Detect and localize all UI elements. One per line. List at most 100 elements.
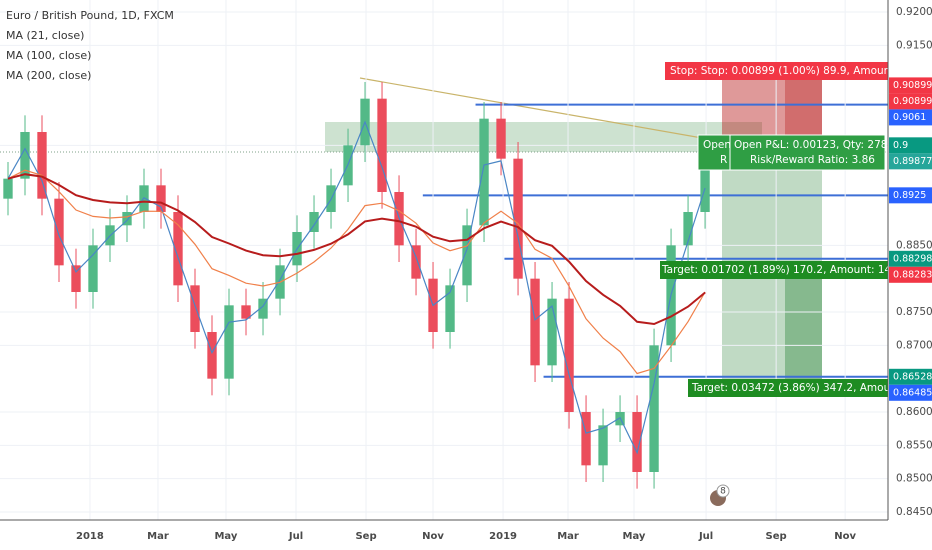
pnl-label: Open P&L: 0.00123, Qty: 27808 [734,139,901,151]
price-tag-label: 0.90899 [893,80,932,91]
price-tag [889,187,932,204]
price-tag-label: 0.88283 [893,269,932,280]
candle-body [88,245,98,292]
candle-body [377,98,387,192]
candle-body [547,298,557,366]
hidden-box [697,134,733,171]
candle-body [649,345,659,472]
x-tick-label: May [623,531,646,542]
candle-body [530,278,540,366]
legend-entry: MA (100, close) [6,49,91,62]
x-tick-label: May [214,531,237,542]
legend: Euro / British Pound, 1D, FXCM MA (21, c… [6,9,174,82]
price-tag-label: 0.9061 [893,112,926,123]
candle-body [462,225,472,286]
target2-box [688,379,888,397]
legend-entry: MA (200, close) [6,69,91,82]
x-tick-label: Mar [557,531,579,542]
overlay: Stop: Stop: 0.00899 (1.00%) 89.9, Amount… [660,62,921,506]
candle-body [683,212,693,246]
price-tag-label: 0.86528 [893,371,932,382]
candle-body [241,305,251,319]
price-tag [889,93,932,110]
candle-body [411,245,421,279]
moving-average [7,120,706,455]
supply-zone [325,122,762,152]
stop-label: Stop: Stop: 0.00899 (1.00%) 89.9, Amount… [670,65,915,77]
price-tag-label: 0.9 [893,140,908,151]
candle-body [564,298,574,412]
candle-body [598,425,608,466]
candle-body [632,412,642,472]
stop-label-box [665,62,888,80]
candle-body [156,185,166,212]
hidden-open: Open [703,139,731,151]
candle-body [700,158,710,212]
candle-body [20,132,30,179]
x-tick-label: Sep [766,531,787,542]
hidden-r: R [720,154,727,166]
x-tick-label: Sep [355,531,376,542]
badge-label: 8 [720,487,726,497]
target2-label: Target: 0.03472 (3.86%) 347.2, Amount: 1 [691,382,915,394]
candle-body [122,212,132,226]
price-tag-label: 0.89877 [893,156,932,167]
pnl-box [729,134,886,171]
price-tag [889,77,932,94]
badge [716,484,730,498]
x-tick-label: Jul [698,531,713,542]
candle-body [173,212,183,286]
stop-zone-inner [785,80,822,145]
trend-line [359,77,703,139]
target-zone-inner [785,265,822,380]
price-tag [889,266,932,283]
x-tick-label: Nov [422,531,444,542]
candle-body [207,332,217,379]
grid [0,0,888,520]
candle-body [224,305,234,379]
candle-body [445,285,455,332]
legend-entry: MA (21, close) [6,29,84,42]
candle-body [190,285,200,332]
ratio-label: Risk/Reward Ratio: 3.86 [750,154,875,166]
x-tick-label: Mar [147,531,169,542]
candle-body [513,158,523,279]
price-tag [889,384,932,401]
price-tag-label: 0.90899 [893,96,932,107]
price-tag [889,137,932,154]
target1-box [660,261,888,279]
candle-body [258,298,268,319]
price-tag [889,368,932,385]
candle-body [496,118,506,159]
axes: 0.920000.915000.900000.885000.875000.870… [76,6,932,542]
price-tag [889,109,932,126]
y-tick-label: 0.84500 [896,506,932,518]
chart-title: Euro / British Pound, 1D, FXCM [6,9,174,22]
price-tag [889,153,932,170]
marks [3,82,710,489]
price-tag-label: 0.88298 [893,253,932,264]
x-tick-label: Jul [288,531,303,542]
price-tag-label: 0.8925 [893,190,926,201]
moving-average [7,169,706,375]
candle-body [309,212,319,232]
x-tick-label: 2019 [489,531,517,542]
candle-body [71,265,81,292]
x-tick-label: Nov [834,531,856,542]
price-tag-label: 0.86485 [893,387,932,398]
stop-zone [722,80,822,145]
candle-body [3,178,13,199]
candle-body [54,198,64,266]
price-tag [889,250,932,267]
candle-body [479,118,489,226]
candle-body [37,132,47,199]
